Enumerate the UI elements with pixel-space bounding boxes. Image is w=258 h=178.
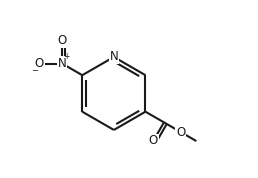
- Text: O: O: [149, 134, 158, 147]
- Text: O: O: [176, 126, 186, 139]
- Text: N: N: [58, 57, 67, 70]
- Text: O: O: [58, 34, 67, 47]
- Text: +: +: [63, 52, 69, 61]
- Text: N: N: [109, 50, 118, 64]
- Text: O: O: [35, 57, 44, 70]
- Text: −: −: [32, 66, 39, 75]
